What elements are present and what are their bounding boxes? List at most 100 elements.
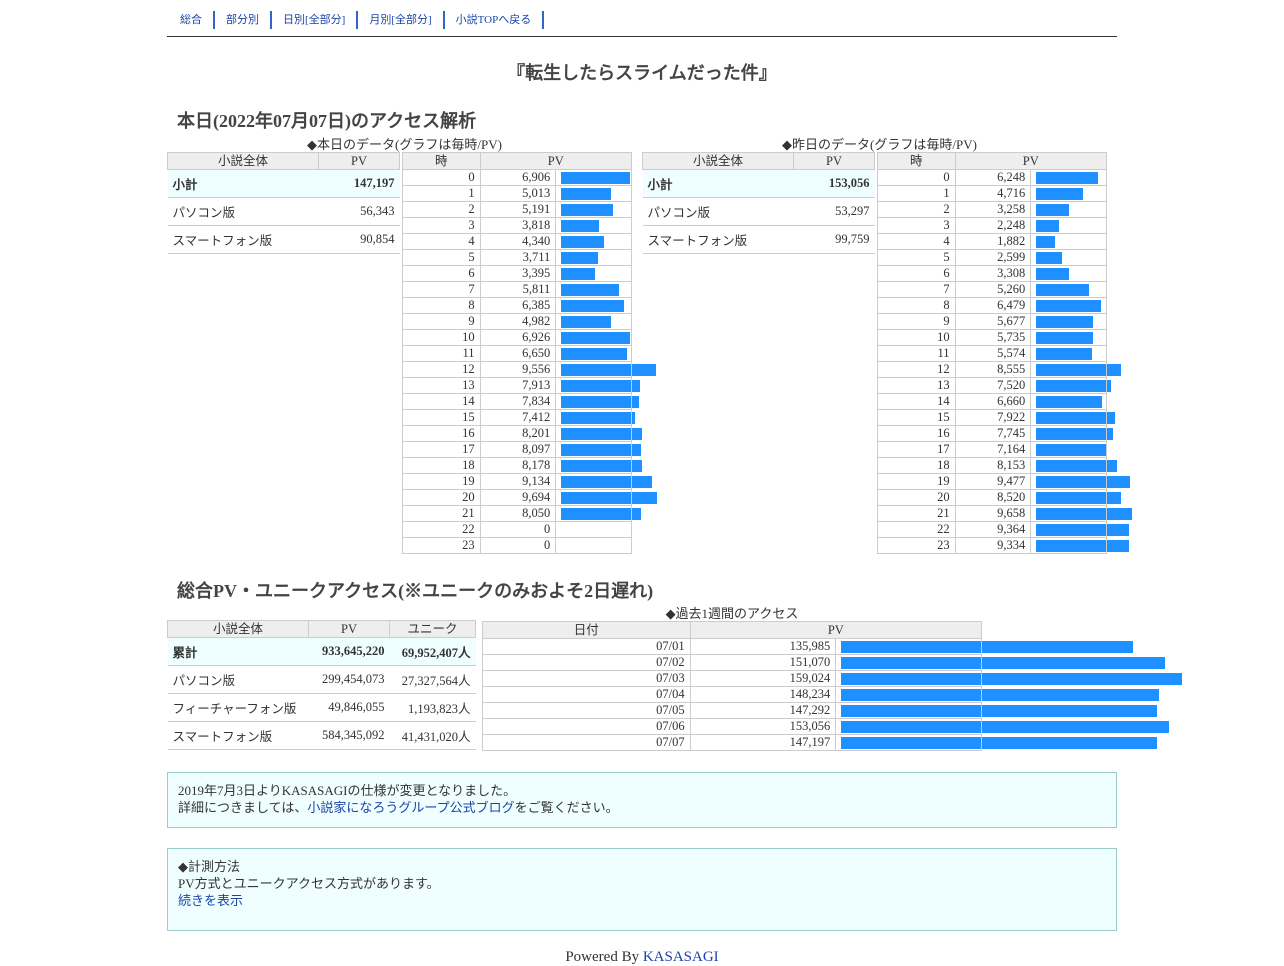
nav-link[interactable]: 月別[全部分] <box>358 11 445 29</box>
more-link[interactable]: 続きを表示 <box>178 893 244 908</box>
graph-table: 時 PV 0 6,248 1 4,716 2 3,258 3 2,248 4 1,882 5 2,599 6… <box>877 152 1133 554</box>
value-cell: 5,677 <box>954 313 1032 330</box>
bar-cell <box>1030 393 1107 410</box>
bar-cell <box>1030 441 1108 458</box>
value-cell: 6,906 <box>479 169 557 186</box>
key-cell: 17 <box>402 441 481 458</box>
value-cell: 159,024 <box>689 670 837 687</box>
key-cell: 14 <box>402 393 481 410</box>
bar-cell <box>1030 361 1122 378</box>
bar <box>561 235 605 248</box>
key-cell: 0 <box>877 169 956 186</box>
table-caption: ◆過去1週間のアクセス <box>665 606 799 621</box>
footer-text: Powered By <box>565 949 640 965</box>
key-cell: 9 <box>877 313 956 330</box>
bar-cell <box>555 281 632 298</box>
key-cell: 7 <box>402 281 481 298</box>
bar <box>841 656 1166 669</box>
bar <box>1036 331 1094 344</box>
footer-link[interactable]: KASASAGI <box>642 949 719 965</box>
bar <box>561 507 641 520</box>
graph-row: 4 1,882 <box>877 233 1107 250</box>
bar <box>561 347 628 360</box>
header-cell: ユニーク <box>389 620 476 638</box>
nav-link[interactable]: 日別[全部分] <box>272 11 359 29</box>
key-cell: 12 <box>402 361 481 378</box>
summary-row: スマートフォン版 99,759 <box>642 225 875 254</box>
key-cell: 12 <box>877 361 956 378</box>
value-cell: 7,913 <box>479 377 557 394</box>
graph-row: 23 0 <box>402 537 632 554</box>
key-cell: 10 <box>402 329 481 346</box>
key-cell: 7 <box>877 281 956 298</box>
header-cell: 日付 <box>482 621 691 639</box>
label-cell: 累計 <box>167 637 309 666</box>
bar <box>1036 427 1114 440</box>
graph-row: 7 5,811 <box>402 281 632 298</box>
key-cell: 18 <box>877 457 956 474</box>
value-cell: 933,645,220 <box>308 637 390 666</box>
graph-row: 15 7,922 <box>877 409 1115 426</box>
value-cell: 7,164 <box>954 441 1032 458</box>
key-cell: 14 <box>877 393 956 410</box>
nav-rule <box>167 36 1117 37</box>
value-cell: 0 <box>479 521 557 538</box>
value-cell: 9,477 <box>954 473 1032 490</box>
nav-link[interactable]: 小説TOPへ戻る <box>445 11 545 29</box>
key-cell: 5 <box>877 249 956 266</box>
bar-cell <box>1030 537 1130 554</box>
bar-cell <box>835 670 1183 687</box>
key-cell: 20 <box>877 489 956 506</box>
value-cell: 147,197 <box>318 169 400 198</box>
summary-row: フィーチャーフォン版 49,846,055 1,193,823人 <box>167 693 476 722</box>
graph-row: 11 6,650 <box>402 345 632 362</box>
value-cell: 3,308 <box>954 265 1032 282</box>
value-cell: 153,056 <box>793 169 875 198</box>
key-cell: 11 <box>877 345 956 362</box>
bar-cell <box>1030 457 1118 474</box>
bar <box>1036 171 1099 184</box>
key-cell: 11 <box>402 345 481 362</box>
bar <box>1036 459 1118 472</box>
key-cell: 23 <box>877 537 956 554</box>
label-cell: パソコン版 <box>167 197 319 226</box>
bar-cell <box>555 489 658 506</box>
summary-table: 小説全体 PV 小計 153,056 パソコン版 53,297 スマートフォン版 99,759 <box>642 152 875 254</box>
bar-cell <box>1030 265 1107 282</box>
bar <box>1036 539 1130 552</box>
key-cell: 1 <box>877 185 956 202</box>
nav-link[interactable]: 部分別 <box>215 11 272 29</box>
value-cell: 5,191 <box>479 201 557 218</box>
graph-row: 8 6,479 <box>877 297 1107 314</box>
graph-row: 4 4,340 <box>402 233 632 250</box>
value-cell: 7,745 <box>954 425 1032 442</box>
graph-row: 7 5,260 <box>877 281 1107 298</box>
blog-link[interactable]: 小説家になろうグループ公式ブログ <box>307 800 515 815</box>
value-cell: 0 <box>479 537 557 554</box>
value-cell: 9,556 <box>479 361 557 378</box>
label-cell: フィーチャーフォン版 <box>167 693 309 722</box>
bar-cell <box>1030 409 1115 426</box>
bar <box>1036 395 1103 408</box>
bar-cell <box>1030 329 1107 346</box>
graph-row: 10 5,735 <box>877 329 1107 346</box>
bar <box>1036 347 1092 360</box>
key-cell: 8 <box>402 297 481 314</box>
value-cell: 4,982 <box>479 313 557 330</box>
bar <box>1036 235 1055 248</box>
graph-row: 13 7,913 <box>402 377 640 394</box>
value-cell: 8,097 <box>479 441 557 458</box>
bar-cell <box>1030 425 1114 442</box>
label-cell: 小計 <box>642 169 794 198</box>
value-cell: 3,711 <box>479 249 557 266</box>
key-cell: 22 <box>402 521 481 538</box>
header-row: 時 PV <box>877 152 1108 170</box>
value-cell: 7,834 <box>479 393 557 410</box>
value-cell: 6,650 <box>479 345 557 362</box>
bar-cell <box>555 457 643 474</box>
bar <box>561 251 599 264</box>
value-cell: 299,454,073 <box>308 665 390 694</box>
bar-cell <box>555 377 640 394</box>
nav-link[interactable]: 総合 <box>167 11 215 29</box>
graph-row: 0 6,248 <box>877 169 1107 186</box>
